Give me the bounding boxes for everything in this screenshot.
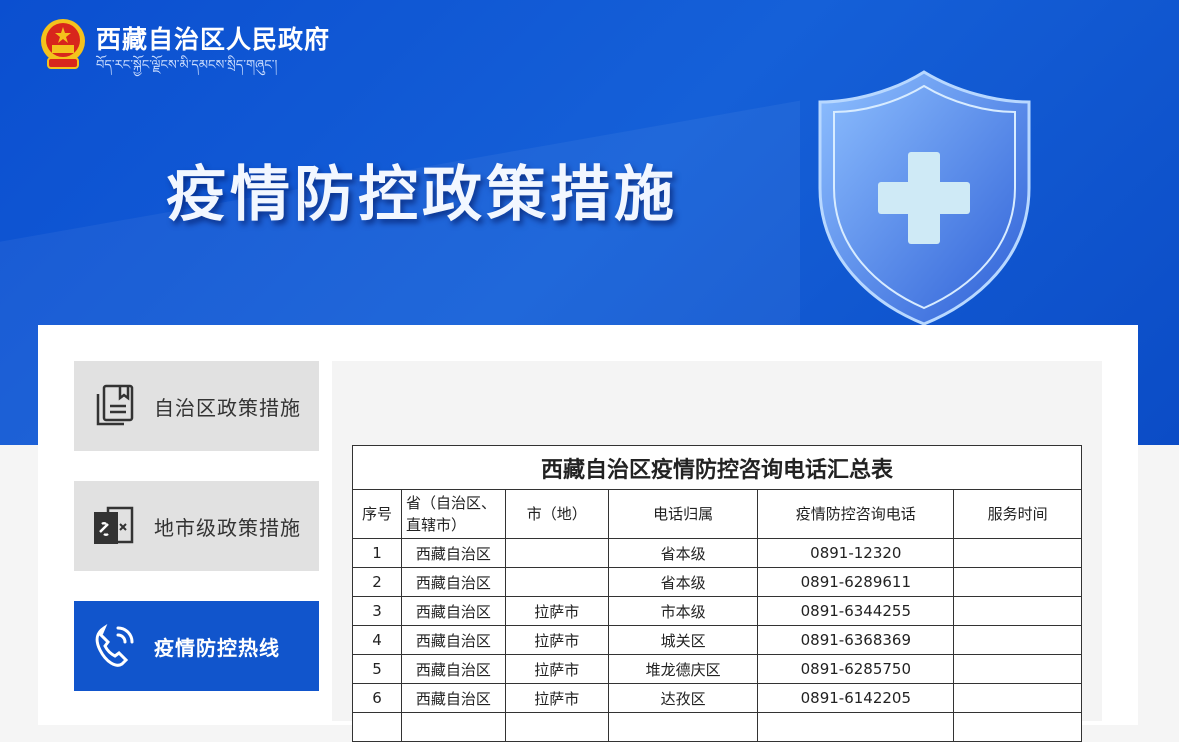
table-cell: 0891-6289611 xyxy=(757,567,955,597)
table-cell: 0891-6285750 xyxy=(757,654,955,684)
table-cell: 5 xyxy=(352,654,402,684)
sidebar-item-label: 疫情防控热线 xyxy=(154,635,280,660)
table-title: 西藏自治区疫情防控咨询电话汇总表 xyxy=(352,445,1082,490)
linked-document-icon xyxy=(88,500,140,552)
document-icon xyxy=(88,380,140,432)
column-header: 服务时间 xyxy=(953,489,1082,539)
sidebar-item-label: 自治区政策措施 xyxy=(154,395,301,420)
table-row: 5 西藏自治区 拉萨市 堆龙德庆区 0891-6285750 xyxy=(352,654,1082,684)
table-cell xyxy=(953,654,1082,684)
table-cell: 城关区 xyxy=(607,625,759,655)
table-cell: 0891-6142205 xyxy=(757,683,955,713)
table-cell: 1 xyxy=(352,538,402,568)
table-cell: 达孜区 xyxy=(607,683,759,713)
table-cell: 市本级 xyxy=(607,596,759,626)
table-cell: 西藏自治区 xyxy=(400,567,506,597)
table-cell: 西藏自治区 xyxy=(400,683,506,713)
table-cell xyxy=(953,712,1082,742)
table-cell: 3 xyxy=(352,596,402,626)
table-cell xyxy=(352,712,402,742)
column-header: 疫情防控咨询电话 xyxy=(757,489,955,539)
table-cell: 省本级 xyxy=(607,567,759,597)
table-row: 6 西藏自治区 拉萨市 达孜区 0891-6142205 xyxy=(352,683,1082,713)
table-cell: 2 xyxy=(352,567,402,597)
table-cell: 省本级 xyxy=(607,538,759,568)
national-emblem-logo[interactable] xyxy=(40,18,86,70)
shield-cross-icon xyxy=(818,70,1031,326)
table-cell xyxy=(607,712,759,742)
table-cell xyxy=(400,712,506,742)
table-cell xyxy=(953,567,1082,597)
sidebar-item-region-policy[interactable]: 自治区政策措施 xyxy=(74,361,319,451)
table-cell xyxy=(757,712,955,742)
table-cell: 0891-12320 xyxy=(757,538,955,568)
table-cell: 西藏自治区 xyxy=(400,538,506,568)
table-cell: 4 xyxy=(352,625,402,655)
table-cell: 6 xyxy=(352,683,402,713)
hotline-table: 西藏自治区疫情防控咨询电话汇总表 序号 省（自治区、直辖市） 市（地） 电话归属 疫情防… xyxy=(352,445,1082,742)
table-cell xyxy=(953,625,1082,655)
table-cell xyxy=(504,567,609,597)
sidebar-item-label: 地市级政策措施 xyxy=(154,515,301,540)
column-header: 省（自治区、直辖市） xyxy=(400,489,506,539)
table-cell: 拉萨市 xyxy=(504,654,609,684)
table-cell xyxy=(953,538,1082,568)
table-cell: 0891-6344255 xyxy=(757,596,955,626)
table-row: 1 西藏自治区 省本级 0891-12320 xyxy=(352,538,1082,568)
table-row: 3 西藏自治区 拉萨市 市本级 0891-6344255 xyxy=(352,596,1082,626)
table-cell: 堆龙德庆区 xyxy=(607,654,759,684)
table-cell xyxy=(953,683,1082,713)
phone-icon xyxy=(88,620,140,672)
site-name[interactable]: 西藏自治区人民政府 xyxy=(96,25,331,54)
column-header: 电话归属 xyxy=(607,489,759,539)
table-cell: 西藏自治区 xyxy=(400,654,506,684)
banner-title: 疫情防控政策措施 xyxy=(166,160,678,230)
column-header: 序号 xyxy=(352,489,402,539)
column-header: 市（地） xyxy=(504,489,609,539)
table-cell: 拉萨市 xyxy=(504,683,609,713)
table-row: 2 西藏自治区 省本级 0891-6289611 xyxy=(352,567,1082,597)
table-row xyxy=(352,712,1082,742)
table-cell xyxy=(504,712,609,742)
table-cell: 拉萨市 xyxy=(504,596,609,626)
table-cell: 西藏自治区 xyxy=(400,596,506,626)
table-cell: 拉萨市 xyxy=(504,625,609,655)
table-cell xyxy=(953,596,1082,626)
table-cell: 西藏自治区 xyxy=(400,625,506,655)
table-row: 4 西藏自治区 拉萨市 城关区 0891-6368369 xyxy=(352,625,1082,655)
table-cell xyxy=(504,538,609,568)
site-name-tibetan: བོད་རང་སྐྱོང་ལྗོངས་མི་དམངས་སྲིད་གཞུང་། xyxy=(96,58,278,73)
sidebar-item-city-policy[interactable]: 地市级政策措施 xyxy=(74,481,319,571)
table-cell: 0891-6368369 xyxy=(757,625,955,655)
sidebar-item-hotline[interactable]: 疫情防控热线 xyxy=(74,601,319,691)
